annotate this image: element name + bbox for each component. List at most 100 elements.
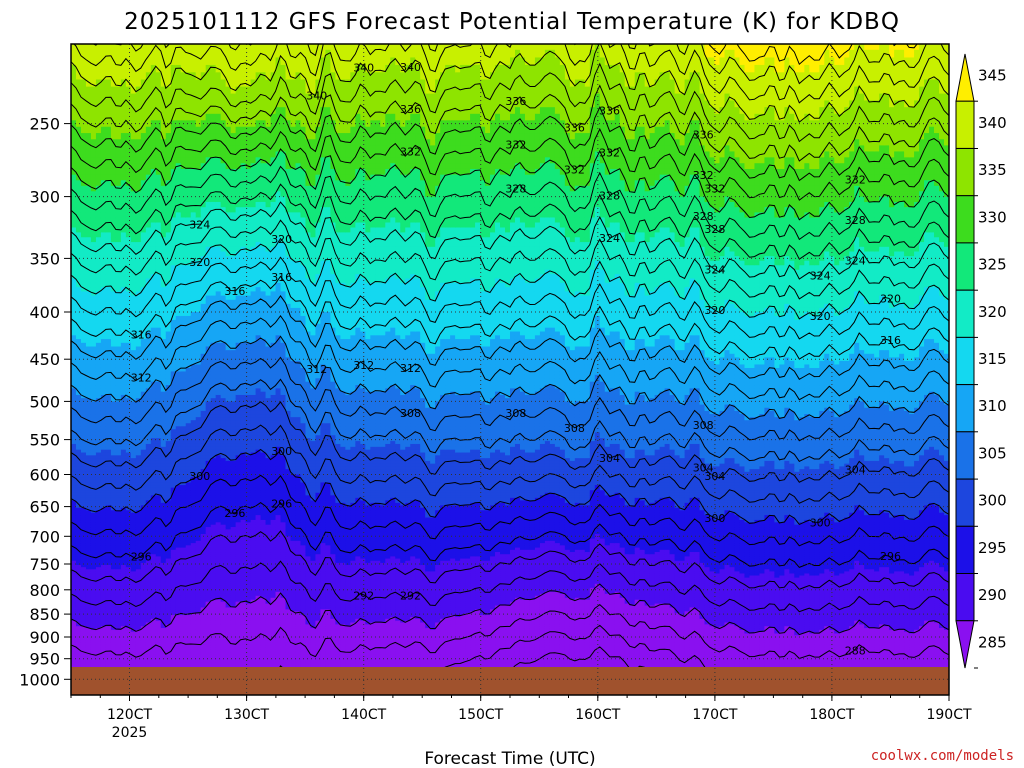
- fill-cell: [155, 353, 162, 358]
- fill-cell: [80, 282, 87, 288]
- fill-cell: [185, 367, 192, 373]
- fill-cell: [71, 609, 77, 612]
- fill-cell: [110, 93, 117, 102]
- fill-cell: [145, 120, 152, 128]
- fill-cell: [140, 232, 147, 238]
- fill-cell: [130, 601, 137, 605]
- fill-cell: [71, 547, 77, 551]
- fill-cell: [80, 497, 87, 501]
- fill-cell: [80, 414, 87, 418]
- fill-cell: [120, 624, 127, 627]
- fill-cell: [100, 265, 107, 271]
- fill-cell: [145, 163, 152, 170]
- fill-cell: [80, 589, 87, 593]
- fill-cell: [75, 540, 82, 544]
- fill-cell: [140, 579, 147, 583]
- fill-cell: [100, 260, 107, 266]
- fill-cell: [130, 595, 137, 599]
- fill-cell: [100, 552, 107, 555]
- fill-cell: [85, 346, 92, 351]
- fill-cell: [125, 495, 132, 499]
- fill-cell: [95, 446, 102, 451]
- fill-cell: [90, 196, 97, 203]
- fill-cell: [115, 404, 122, 409]
- fill-cell: [140, 446, 147, 451]
- fill-cell: [85, 429, 92, 433]
- fill-cell: [120, 607, 127, 610]
- fill-cell: [120, 242, 127, 248]
- fill-cell: [140, 443, 147, 448]
- fill-cell: [95, 597, 102, 601]
- fill-cell: [95, 618, 102, 622]
- fill-cell: [100, 278, 107, 284]
- fill-cell: [85, 622, 92, 625]
- fill-cell: [135, 426, 142, 430]
- fill-cell: [80, 545, 87, 549]
- fill-cell: [105, 410, 112, 415]
- fill-cell: [130, 432, 137, 436]
- fill-cell: [125, 388, 132, 393]
- fill-cell: [71, 479, 77, 484]
- fill-cell: [80, 492, 87, 496]
- fill-cell: [175, 278, 182, 284]
- fill-cell: [80, 567, 87, 570]
- fill-cell: [115, 469, 122, 473]
- fill-cell: [101, 34, 107, 43]
- fill-cell: [80, 512, 87, 516]
- fill-cell: [130, 463, 137, 468]
- fill-cell: [80, 429, 87, 433]
- fill-cell: [135, 603, 142, 607]
- fill-cell: [135, 278, 142, 284]
- fill-cell: [100, 458, 107, 462]
- fill-cell: [90, 381, 97, 386]
- fill-cell: [105, 407, 112, 412]
- fill-cell: [95, 479, 102, 484]
- fill-cell: [140, 571, 147, 575]
- fill-cell: [165, 151, 172, 158]
- fill-cell: [105, 577, 112, 581]
- fill-cell: [80, 407, 87, 412]
- fill-cell: [140, 335, 147, 340]
- fill-cell: [85, 536, 92, 540]
- fill-cell: [85, 113, 92, 121]
- fill-cell: [115, 120, 122, 128]
- fill-cell: [150, 303, 157, 309]
- fill-cell: [120, 346, 127, 351]
- fill-cell: [175, 371, 182, 376]
- fill-cell: [125, 274, 132, 280]
- fill-cell: [120, 490, 127, 494]
- fill-cell: [140, 133, 147, 140]
- fill-cell: [80, 575, 87, 579]
- fill-cell: [135, 256, 142, 262]
- fill-cell: [180, 339, 187, 344]
- fill-cell: [140, 420, 147, 424]
- fill-cell: [135, 607, 142, 610]
- fill-cell: [95, 331, 102, 336]
- fill-cell: [135, 237, 142, 243]
- fill-cell: [120, 656, 127, 659]
- fill-cell: [120, 126, 127, 134]
- fill-cell: [95, 659, 102, 662]
- fill-cell: [110, 635, 117, 638]
- fill-cell: [135, 642, 142, 645]
- fill-cell: [125, 510, 132, 514]
- fill-cell: [140, 49, 147, 59]
- fill-cell: [130, 562, 137, 566]
- fill-cell: [80, 145, 87, 153]
- fill-cell: [145, 151, 152, 158]
- fill-cell: [71, 540, 77, 544]
- fill-cell: [125, 458, 132, 462]
- fill-cell: [125, 443, 132, 448]
- fill-cell: [135, 635, 142, 638]
- fill-cell: [110, 435, 117, 439]
- fill-cell: [71, 438, 77, 442]
- fill-cell: [100, 487, 107, 491]
- fill-cell: [135, 554, 142, 557]
- fill-cell: [140, 93, 147, 102]
- fill-cell: [145, 251, 152, 257]
- fill-cell: [125, 353, 132, 358]
- fill-cell: [90, 207, 97, 213]
- fill-cell: [140, 633, 147, 636]
- fill-cell: [140, 471, 147, 476]
- fill-cell: [105, 388, 112, 393]
